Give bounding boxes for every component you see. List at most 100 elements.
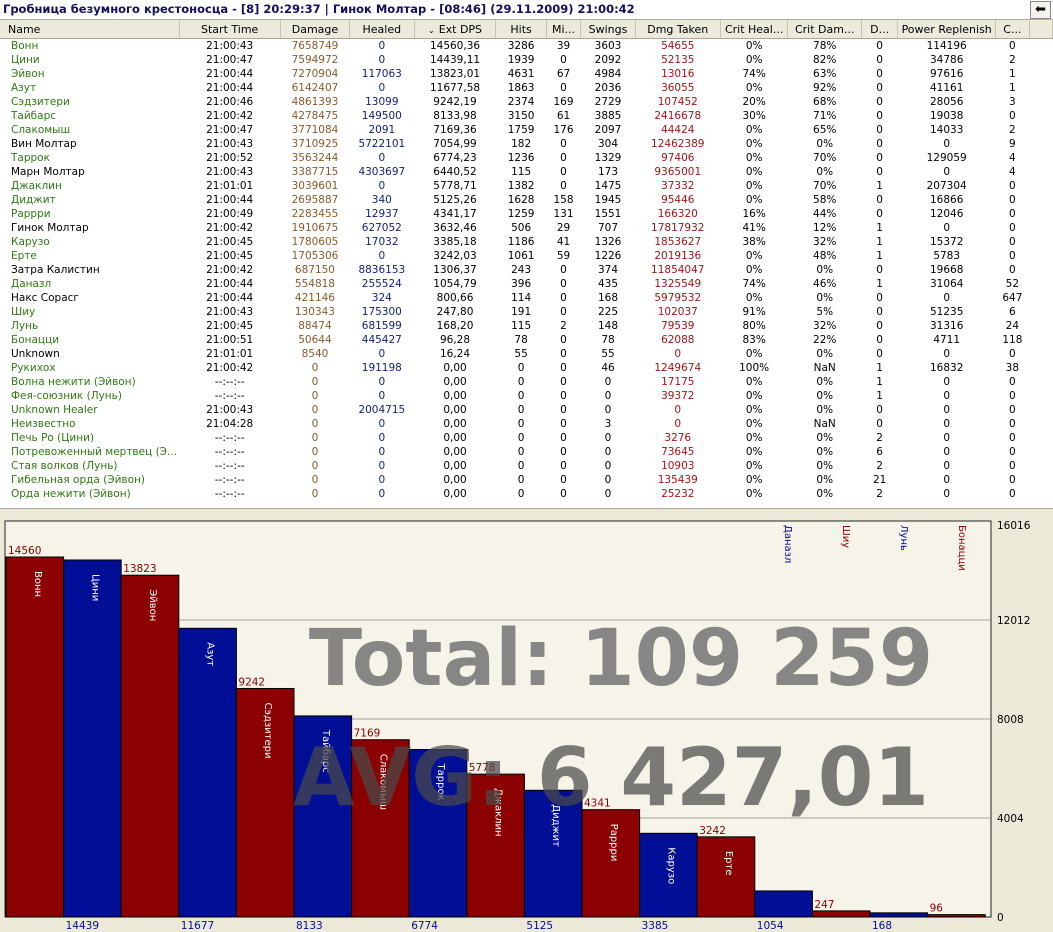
table-row[interactable]: Сэдзитери 21:00:46 4861393 13099 9242,19 2374… — [0, 95, 1053, 109]
category-label: Вонн — [32, 571, 43, 597]
panel-splitter[interactable] — [0, 509, 1053, 515]
table-cell: 63% — [813, 68, 837, 80]
table-cell: 2097 — [594, 124, 622, 136]
data-label: 3385 — [642, 920, 669, 929]
table-row[interactable]: Волна нежити (Эйвон) --:--:-- 0 0 0,00 0 0 0 171… — [0, 375, 1053, 389]
table-row[interactable]: Неизвестно 21:04:28 0 0 0,00 0 0 3 0 0% NaN 0 0 0 — [0, 417, 1053, 431]
table-row[interactable]: Раррри 21:00:49 2283455 12937 4341,17 1259 131… — [0, 207, 1053, 221]
back-arrow-icon[interactable]: ⬅ — [1030, 1, 1051, 19]
column-header[interactable]: Dmg Taken — [635, 20, 721, 39]
table-row[interactable]: Unknown 21:01:01 8540 0 16,24 55 0 55 0 0% 0% 0 0 0 — [0, 347, 1053, 361]
bar — [408, 749, 468, 918]
column-header[interactable]: Start Time — [179, 20, 281, 39]
column-header[interactable]: Name — [0, 20, 180, 39]
table-cell: 0% — [816, 404, 834, 416]
table-row[interactable]: Гинок Молтар 21:00:42 1910675 627052 3632,46… — [0, 221, 1053, 235]
table-cell: 0% — [745, 376, 763, 388]
table-cell: 166320 — [657, 208, 698, 220]
table-cell: 44424 — [661, 124, 695, 136]
column-header[interactable]: Damage — [280, 20, 351, 39]
column-header[interactable]: Crit Dam... — [787, 20, 862, 39]
table-cell: 0 — [378, 82, 386, 94]
column-header[interactable]: Healed — [349, 20, 415, 39]
table-cell: 421146 — [294, 292, 335, 304]
table-cell: 17032 — [365, 236, 399, 248]
table-cell: 0 — [560, 404, 567, 416]
table-cell-filler — [1029, 235, 1052, 249]
table-cell: 21:00:44 — [206, 82, 254, 94]
table-cell-filler — [1029, 207, 1052, 221]
table-row[interactable]: Шиу 21:00:43 130343 175300 247,80 191 0 225 1020… — [0, 305, 1053, 319]
table-row[interactable]: Азут 21:00:44 6142407 0 11677,58 1863 0 2036 360… — [0, 81, 1053, 95]
table-cell: Потревоженный мертвец (Э... — [11, 446, 178, 458]
table-row[interactable]: Марн Молтар 21:00:43 3387715 4303697 6440,52… — [0, 165, 1053, 179]
table-row[interactable]: Таррок 21:00:52 3563244 0 6774,23 1236 0 1329 97… — [0, 151, 1053, 165]
table-cell: 4861393 — [291, 96, 339, 108]
table-cell: 28056 — [929, 96, 964, 108]
table-cell: 21:00:42 — [206, 362, 254, 374]
table-row[interactable]: Затра Калистин 21:00:42 687150 8836153 1306,… — [0, 263, 1053, 277]
table-cell: 0 — [560, 348, 567, 360]
table-cell: Бонацци — [11, 334, 60, 346]
column-header[interactable]: Mi... — [546, 20, 582, 39]
table-cell: 14560,36 — [429, 40, 481, 52]
column-header[interactable]: C... — [995, 20, 1030, 39]
table-row[interactable]: Стая волков (Лунь) --:--:-- 0 0 0,00 0 0 0 10903… — [0, 459, 1053, 473]
table-cell: 38 — [1005, 362, 1020, 374]
table-row[interactable]: Ерте 21:00:45 1705306 0 3242,03 1061 59 1226 201… — [0, 249, 1053, 263]
column-header[interactable]: ⌄ Ext DPS — [414, 20, 497, 39]
table-row[interactable]: Слакомыш 21:00:47 3771084 2091 7169,36 1759 17… — [0, 123, 1053, 137]
table-cell: 3286 — [507, 40, 535, 52]
table-cell: 0 — [311, 404, 319, 416]
table-row[interactable]: Эйвон 21:00:44 7270904 117063 13823,01 4631 67… — [0, 67, 1053, 81]
bar — [120, 574, 180, 918]
table-cell: 0 — [378, 390, 386, 402]
table-row[interactable]: Даназл 21:00:44 554818 255524 1054,79 396 0 435… — [0, 277, 1053, 291]
table-row[interactable]: Потревоженный мертвец (Э... --:--:-- 0 0 0,0… — [0, 445, 1053, 459]
table-row[interactable]: Карузо 21:00:45 1780605 17032 3385,18 1186 41 1… — [0, 235, 1053, 249]
table-cell: 51235 — [929, 306, 964, 318]
table-row[interactable]: Цини 21:00:47 7594972 0 14439,11 1939 0 2092 521… — [0, 53, 1053, 67]
table-row[interactable]: Тайбарс 21:00:42 4278475 149500 8133,98 3150 6… — [0, 109, 1053, 123]
table-row[interactable]: Джаклин 21:01:01 3039601 0 5778,71 1382 0 1475 3… — [0, 179, 1053, 193]
table-cell: 83% — [742, 334, 766, 346]
table-row[interactable]: Бонацци 21:00:51 50644 445427 96,28 78 0 78 6208… — [0, 333, 1053, 347]
table-cell: 0 — [1009, 236, 1016, 248]
table-cell: 130343 — [294, 306, 335, 318]
table-row[interactable]: Орда нежити (Эйвон) --:--:-- 0 0 0,00 0 0 0 2523… — [0, 487, 1053, 501]
table-row[interactable]: Лунь 21:00:45 88474 681599 168,20 115 2 148 7953… — [0, 319, 1053, 333]
table-row[interactable]: Фея-союзник (Лунь) --:--:-- 0 0 0,00 0 0 0 39372… — [0, 389, 1053, 403]
table-row[interactable]: Вин Молтар 21:00:43 3710925 5722101 7054,99 1… — [0, 137, 1053, 151]
table-cell: 17175 — [661, 376, 695, 388]
table-cell: 247,80 — [436, 306, 474, 318]
column-header[interactable]: Power Replenish — [897, 20, 997, 39]
table-cell: 0 — [876, 348, 883, 360]
stats-table-panel[interactable]: Name Start Time Damage Healed ⌄ Ext DPS Hits Mi… — [0, 20, 1053, 509]
table-row[interactable]: Вонн 21:00:43 7658749 0 14560,36 3286 39 3603 54… — [0, 39, 1053, 54]
table-cell: 0 — [560, 82, 567, 94]
table-cell: NaN — [813, 418, 836, 430]
table-row[interactable]: Unknown Healer 21:00:43 0 2004715 0,00 0 0 0 0 0%… — [0, 403, 1053, 417]
column-header[interactable]: Swings — [580, 20, 636, 39]
table-cell: 0% — [816, 446, 834, 458]
table-cell: 0 — [876, 40, 883, 52]
table-row[interactable]: Печь Ро (Цини) --:--:-- 0 0 0,00 0 0 0 3276 0% 0% 2… — [0, 431, 1053, 445]
table-cell: 0 — [876, 124, 883, 136]
column-header[interactable]: D... — [861, 20, 899, 39]
table-cell: 0 — [378, 348, 386, 360]
table-cell: 21:00:43 — [206, 166, 254, 178]
column-header[interactable]: Hits — [495, 20, 547, 39]
table-row[interactable]: Накс Сорасг 21:00:44 421146 324 800,66 114 0 16… — [0, 291, 1053, 305]
table-row[interactable]: Диджит 21:00:44 2695887 340 5125,26 1628 158 19… — [0, 193, 1053, 207]
table-cell: 97616 — [929, 68, 964, 80]
table-cell: 0 — [876, 194, 883, 206]
table-cell: 2283455 — [291, 208, 339, 220]
table-row[interactable]: Гибельная орда (Эйвон) --:--:-- 0 0 0,00 0 0 0 1… — [0, 473, 1053, 487]
table-row[interactable]: Рукихох 21:00:42 0 191198 0,00 0 0 46 1249674 100… — [0, 361, 1053, 375]
table-cell: 0 — [943, 418, 951, 430]
column-header[interactable]: Crit Heal... — [720, 20, 789, 39]
table-cell: 1 — [876, 278, 883, 290]
bar — [869, 912, 929, 918]
table-cell: 0 — [1009, 110, 1016, 122]
table-cell: 2019136 — [654, 250, 702, 262]
